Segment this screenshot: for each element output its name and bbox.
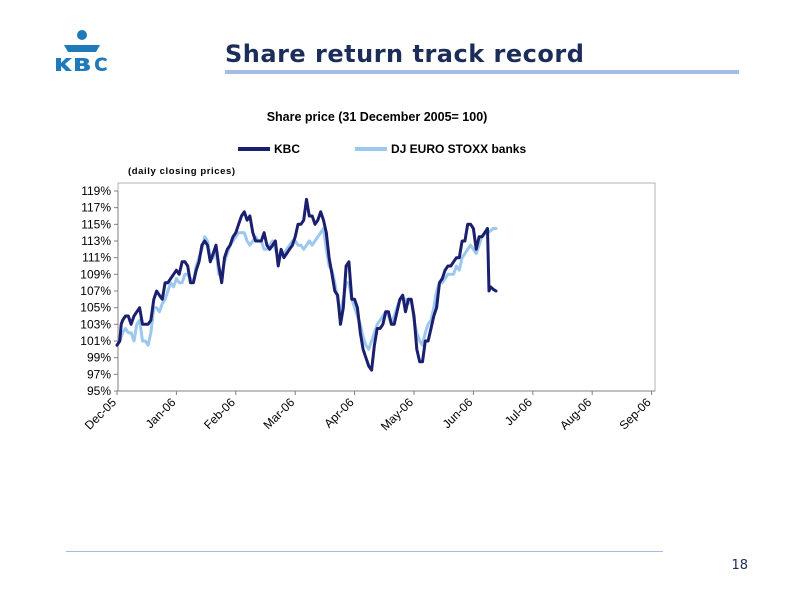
y-tick-label: 101% [80,334,111,348]
y-tick-label: 107% [80,284,111,298]
y-tick-label: 95% [87,384,111,398]
chart-subtitle: (daily closing prices) [128,166,236,177]
y-tick-labels: 95% 97% 99% 101% 103% 105% 107% 109% 111% 113% 115… [80,184,118,398]
series-layer [115,197,498,372]
legend-label-kbc: KBC [274,142,300,156]
x-tick-label: May-06 [378,395,416,433]
x-tick-label: Dec-05 [82,395,119,432]
x-tick-label: Jul-06 [502,395,535,428]
x-tick-label: Mar-06 [261,395,298,432]
y-tick-label: 97% [87,367,111,381]
x-tick-label: Aug-06 [557,395,594,432]
share-price-chart: Share price (31 December 2005= 100) KBC … [80,110,656,433]
y-tick-label: 115% [81,217,111,231]
y-tick-label: 113% [81,234,111,248]
footer-divider [66,551,663,552]
series-line-dj-euro-stoxx-banks [115,227,498,351]
y-tick-label: 111% [82,251,111,265]
title-divider [225,70,739,74]
slide-title: Share return track record [225,40,585,68]
series-line-kbc [115,197,498,372]
x-tick-label: Jan-06 [143,395,179,431]
plot-area [117,182,656,392]
y-tick-label: 103% [80,317,111,331]
y-tick-label: 119% [81,184,111,198]
x-tick-label: Sep-06 [616,395,653,432]
page-number: 18 [731,558,748,573]
x-tick-label: Jun-06 [440,395,476,431]
x-tick-labels: Dec-05 Jan-06 Feb-06 Mar-06 Apr-06 May-06 Jun-… [82,391,654,433]
kbc-logo [56,30,107,71]
y-tick-label: 105% [80,301,111,315]
y-tick-label: 109% [80,267,111,281]
x-tick-label: Feb-06 [201,395,238,432]
y-tick-label: 117% [81,201,111,215]
legend-label-djstoxx: DJ EURO STOXX banks [391,142,526,156]
chart-title: Share price (31 December 2005= 100) [267,110,488,124]
x-tick-label: Apr-06 [321,395,357,431]
y-tick-label: 99% [87,351,111,365]
